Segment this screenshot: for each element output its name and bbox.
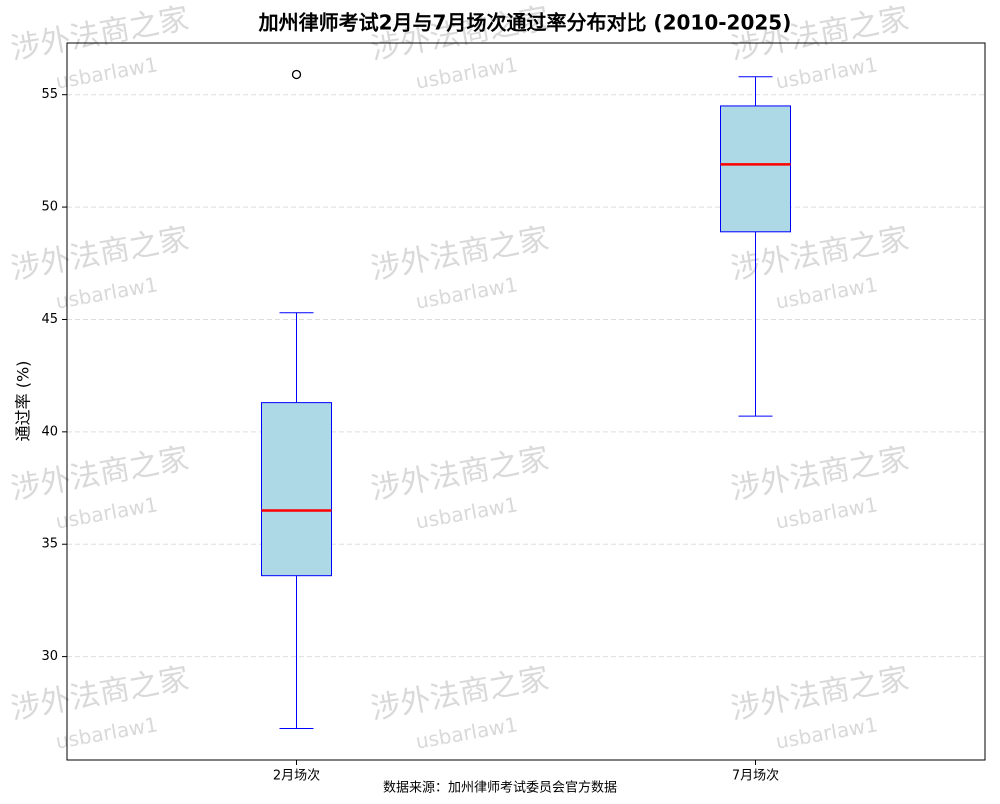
y-axis-label: 通过率 (%) — [14, 361, 33, 442]
plot-frame — [66, 42, 986, 761]
y-tick-label: 30 — [41, 649, 58, 664]
y-tick-label: 35 — [41, 537, 58, 552]
y-tick-label: 40 — [41, 424, 58, 439]
footnote: 数据来源：加州律师考试委员会官方数据 — [383, 780, 617, 796]
y-tick-label: 50 — [41, 200, 58, 215]
x-tick-label: 2月场次 — [273, 768, 320, 784]
x-tick-label: 7月场次 — [732, 768, 779, 784]
chart-title: 加州律师考试2月与7月场次通过率分布对比 (2010-2025) — [258, 11, 792, 35]
y-tick-label: 45 — [41, 312, 58, 327]
y-tick-label: 55 — [41, 87, 58, 102]
outlier — [291, 69, 302, 80]
box — [261, 402, 332, 577]
box — [720, 105, 791, 233]
